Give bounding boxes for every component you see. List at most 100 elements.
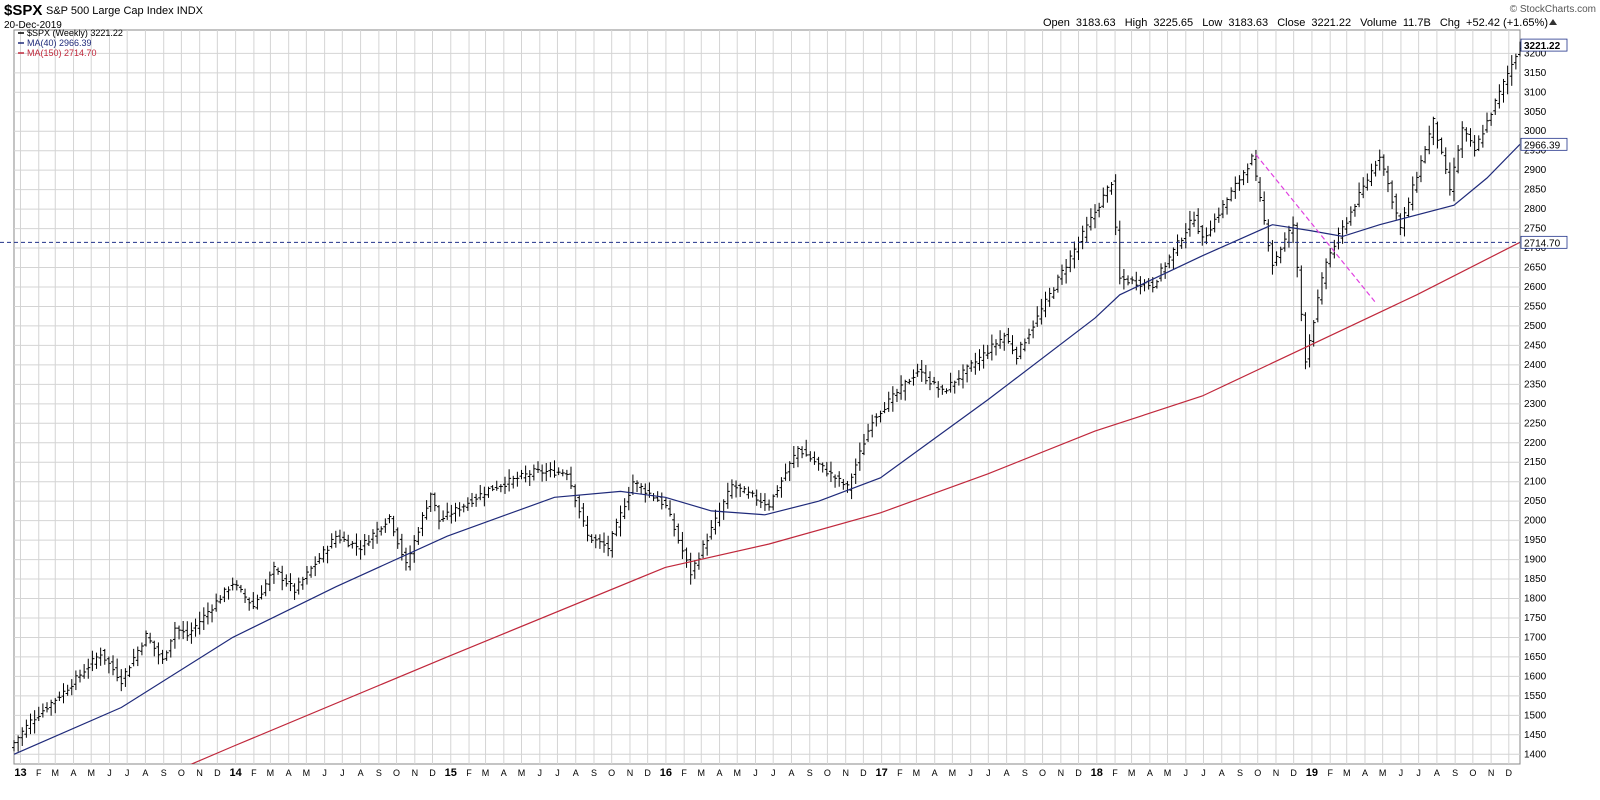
x-tick-label: F xyxy=(251,768,257,778)
last-price-label-text: 3221.22 xyxy=(1524,41,1561,52)
hline-value-label-box xyxy=(1520,235,1568,249)
y-tick-label: 2050 xyxy=(1524,496,1547,507)
y-tick-label: 2000 xyxy=(1524,516,1547,527)
x-tick-label: F xyxy=(897,768,903,778)
x-tick-label: M xyxy=(733,768,741,778)
y-tick-label: 3200 xyxy=(1524,48,1547,59)
hline-value-label: 2714.70 xyxy=(1520,235,1568,249)
ma40-value-label-box xyxy=(1520,137,1568,151)
y-tick-label: 1900 xyxy=(1524,555,1547,566)
x-tick-label: N xyxy=(842,768,849,778)
x-tick-label: D xyxy=(429,768,436,778)
x-tick-label: M xyxy=(1379,768,1387,778)
x-tick-label: M xyxy=(913,768,921,778)
x-tick-label: O xyxy=(178,768,185,778)
x-tick-label: 18 xyxy=(1091,767,1103,779)
x-tick-label: M xyxy=(1164,768,1172,778)
x-tick-label: J xyxy=(538,768,543,778)
y-tick-label: 2750 xyxy=(1524,224,1547,235)
x-tick-label: A xyxy=(1147,768,1153,778)
open-label: Open xyxy=(1042,17,1070,29)
x-tick-label: A xyxy=(573,768,579,778)
x-tick-label: J xyxy=(340,768,345,778)
exchange-text: INDX xyxy=(176,5,203,17)
open-value: 3183.63 xyxy=(1075,17,1116,29)
x-tick-label: J xyxy=(1399,768,1404,778)
plot-area xyxy=(13,29,1521,765)
ma40-value-label-text: 2966.39 xyxy=(1524,140,1561,151)
up-arrow-icon xyxy=(1549,19,1557,25)
x-tick-label: J xyxy=(107,768,112,778)
y-tick-label: 1850 xyxy=(1524,574,1547,585)
y-tick-label: 2500 xyxy=(1524,321,1547,332)
x-tick-label: D xyxy=(1506,768,1513,778)
chart-date: 20-Dec-2019 xyxy=(4,20,62,31)
x-tick-label: A xyxy=(71,768,77,778)
x-tick-label: 14 xyxy=(230,767,243,779)
x-tick-label: M xyxy=(482,768,490,778)
x-tick-label: 16 xyxy=(660,767,672,779)
hline-value-label-text: 2714.70 xyxy=(1524,238,1561,249)
high-value: 3225.65 xyxy=(1153,17,1194,29)
y-tick-label: 3100 xyxy=(1524,87,1547,98)
y-tick-label: 3050 xyxy=(1524,107,1547,118)
x-tick-label: N xyxy=(1058,768,1065,778)
x-tick-label: 15 xyxy=(445,767,457,779)
legend-price: $SPX (Weekly) 3221.22 xyxy=(27,28,123,38)
y-tick-label: 1600 xyxy=(1524,671,1547,682)
y-tick-label: 2900 xyxy=(1524,165,1547,176)
chg-label: Chg xyxy=(1439,17,1461,29)
y-tick-label: 2300 xyxy=(1524,399,1547,410)
y-tick-label: 2450 xyxy=(1524,340,1547,351)
x-tick-label: M xyxy=(1343,768,1351,778)
x-tick-label: F xyxy=(36,768,42,778)
legend-ma40: MA(40) 2966.39 xyxy=(27,38,92,48)
stockcharts-logo: © StockCharts.com xyxy=(1509,4,1596,15)
x-tick-label: J xyxy=(753,768,758,778)
x-tick-label: A xyxy=(1362,768,1368,778)
y-tick-label: 1650 xyxy=(1524,652,1547,663)
x-tick-label: 17 xyxy=(876,767,888,779)
x-tick-label: D xyxy=(644,768,651,778)
y-tick-label: 1950 xyxy=(1524,535,1547,546)
x-tick-label: D xyxy=(1290,768,1297,778)
y-tick-label: 2800 xyxy=(1524,204,1547,215)
x-tick-label: J xyxy=(125,768,130,778)
x-tick-label: D xyxy=(860,768,867,778)
y-tick-label: 2550 xyxy=(1524,301,1547,312)
y-tick-label: 1500 xyxy=(1524,710,1547,721)
y-tick-label: 2150 xyxy=(1524,457,1547,468)
x-tick-label: A xyxy=(1004,768,1010,778)
x-tick-label: A xyxy=(358,768,364,778)
y-tick-label: 2350 xyxy=(1524,379,1547,390)
close-value: 3221.22 xyxy=(1311,17,1352,29)
x-tick-label: J xyxy=(771,768,776,778)
x-tick-label: A xyxy=(501,768,507,778)
x-tick-label: 13 xyxy=(14,767,26,779)
y-tick-label: 2250 xyxy=(1524,418,1547,429)
x-tick-label: O xyxy=(1469,768,1476,778)
x-tick-label: J xyxy=(1416,768,1421,778)
x-tick-label: S xyxy=(591,768,597,778)
y-tick-label: 1550 xyxy=(1524,691,1547,702)
x-tick-label: N xyxy=(1273,768,1280,778)
x-tick-label: S xyxy=(1022,768,1028,778)
x-tick-label: D xyxy=(1075,768,1082,778)
x-tick-label: M xyxy=(267,768,275,778)
x-tick-label: S xyxy=(376,768,382,778)
x-tick-label: J xyxy=(1201,768,1206,778)
x-tick-label: O xyxy=(1039,768,1046,778)
y-tick-label: 2600 xyxy=(1524,282,1547,293)
y-tick-label: 1750 xyxy=(1524,613,1547,624)
x-tick-label: F xyxy=(1112,768,1118,778)
x-tick-label: N xyxy=(412,768,419,778)
x-tick-label: A xyxy=(1434,768,1440,778)
x-tick-label: D xyxy=(214,768,221,778)
x-tick-label: A xyxy=(1219,768,1225,778)
x-tick-label: S xyxy=(1452,768,1458,778)
volume-label: Volume xyxy=(1360,17,1397,29)
x-tick-label: J xyxy=(1184,768,1189,778)
low-label: Low xyxy=(1202,17,1223,29)
y-tick-label: 3150 xyxy=(1524,68,1547,79)
